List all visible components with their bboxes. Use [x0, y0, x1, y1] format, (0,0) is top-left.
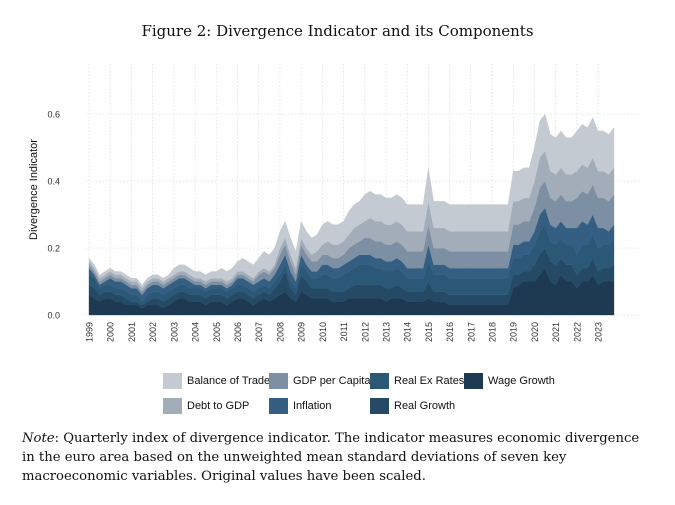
x-tick-label: 2010: [318, 322, 328, 342]
legend-swatch: [464, 373, 483, 389]
x-tick-label: 2016: [445, 322, 455, 342]
legend-label: GDP per Capita: [293, 375, 371, 387]
legend-item-wage-growth: Wage Growth: [464, 373, 555, 389]
area-series: [88, 113, 615, 316]
y-axis-label: Divergence Indicator: [28, 139, 40, 240]
x-tick-label: 2009: [297, 322, 307, 342]
x-tick-label: 2017: [466, 322, 476, 342]
x-tick-label: 1999: [85, 322, 95, 342]
legend-swatch: [370, 373, 389, 389]
x-tick-label: 2015: [424, 322, 434, 342]
legend-swatch: [269, 398, 288, 414]
x-tick-label: 2003: [169, 322, 179, 342]
legend-item-real-growth: Real Growth: [370, 398, 455, 414]
legend-label: Real Ex Rates: [394, 375, 465, 387]
x-tick-label: 2004: [191, 322, 201, 342]
legend-item-debt-to-gdp: Debt to GDP: [163, 398, 249, 414]
x-tick-label: 2020: [530, 322, 540, 342]
chart: 0.0 0.2 0.4 0.6 1999 2000 2001 2002 2003 2004 2005…: [28, 64, 640, 342]
figure-title: Figure 2: Divergence Indicator and its C…: [141, 22, 534, 40]
legend-label: Real Growth: [394, 400, 456, 412]
axes: 0.0 0.2 0.4 0.6 1999 2000 2001 2002 2003 2004 2005…: [28, 110, 604, 342]
x-tick-label: 2023: [594, 322, 604, 342]
legend-item-gdp-per-capita: GDP per Capita: [269, 373, 370, 389]
y-tick-label: 0.0: [47, 311, 60, 321]
legend-swatch: [370, 398, 389, 414]
legend-swatch: [269, 373, 288, 389]
legend-label: Debt to GDP: [187, 400, 250, 412]
legend-item-inflation: Inflation: [269, 398, 332, 414]
note-text: : Quarterly index of divergence indicato…: [22, 431, 640, 484]
x-tick-label: 2013: [381, 322, 391, 342]
x-tick-label: 2019: [509, 322, 519, 342]
y-tick-label: 0.2: [47, 244, 60, 254]
x-tick-label: 2011: [339, 322, 349, 341]
x-tick-label: 2005: [212, 322, 222, 342]
x-tick-label: 2006: [233, 322, 243, 342]
x-tick-label: 2014: [403, 322, 413, 342]
y-tick-label: 0.6: [47, 110, 60, 120]
x-tick-label: 2007: [254, 322, 264, 342]
area-balance-of-trade: [88, 113, 615, 289]
legend-item-real-ex-rates: Real Ex Rates: [370, 373, 464, 389]
x-tick-label: 2018: [488, 322, 498, 342]
x-tick-label: 2008: [275, 322, 285, 342]
legend-label: Inflation: [293, 400, 332, 412]
legend-item-balance-of-trade: Balance of Trade: [163, 373, 270, 389]
legend-label: Wage Growth: [488, 375, 555, 387]
x-tick-label: 2002: [148, 322, 158, 342]
x-tick-label: 2022: [572, 322, 582, 342]
y-tick-label: 0.4: [47, 177, 60, 187]
figure-note: Note: Quarterly index of divergence indi…: [22, 429, 654, 486]
legend-label: Balance of Trade: [187, 375, 271, 387]
x-tick-label: 2000: [106, 322, 116, 342]
x-tick-label: 2012: [360, 322, 370, 342]
legend-swatch: [163, 373, 182, 389]
x-tick-label: 2021: [551, 322, 561, 342]
legend-swatch: [163, 398, 182, 414]
note-label: Note: [22, 431, 55, 446]
x-tick-label: 2001: [127, 322, 137, 342]
